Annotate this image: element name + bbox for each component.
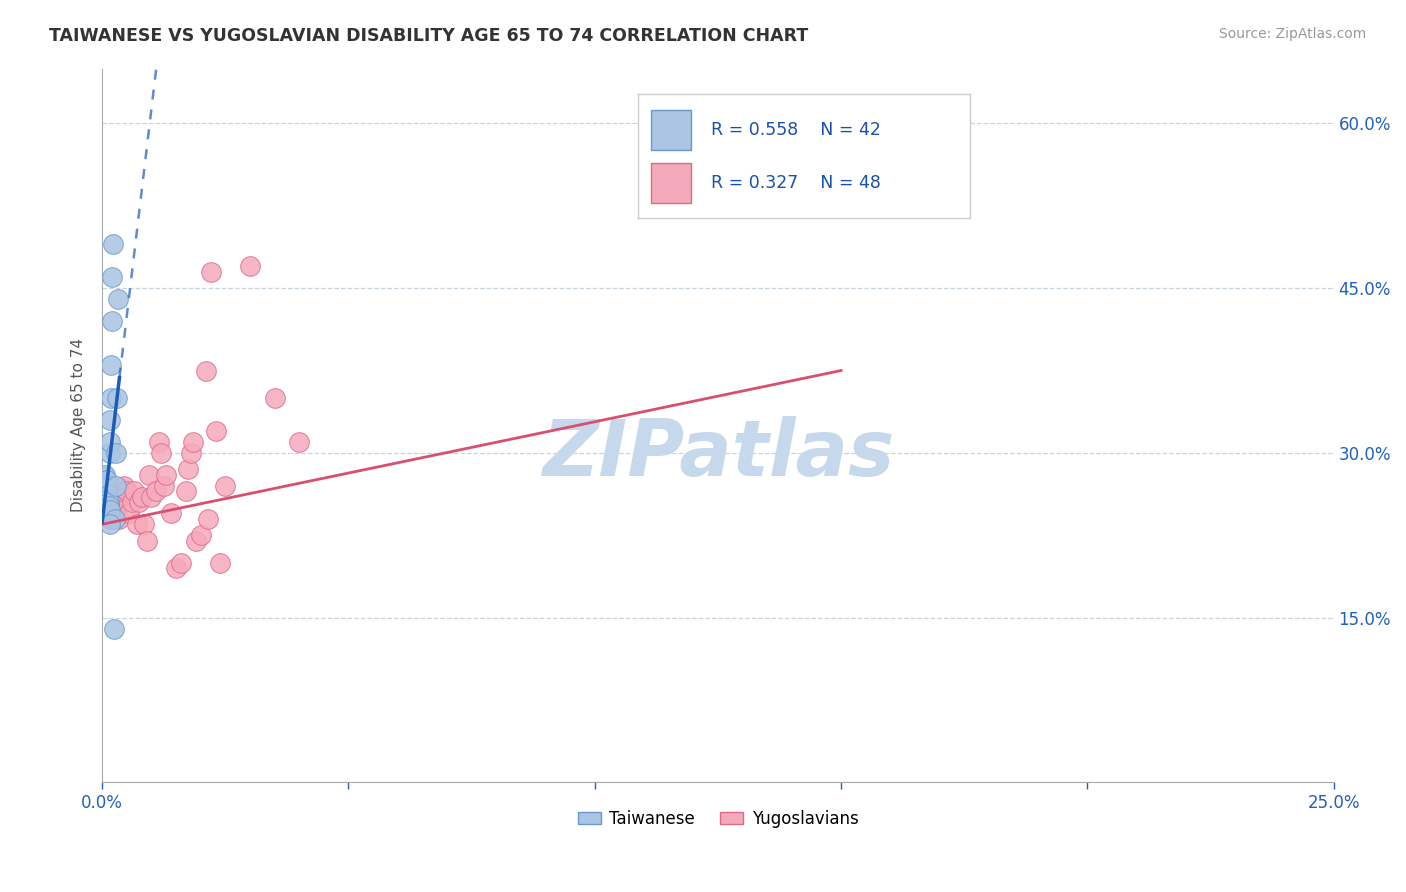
Point — [103, 506, 125, 520]
Point — [97, 479, 120, 493]
Point — [190, 528, 212, 542]
Point — [105, 495, 128, 509]
Point — [100, 314, 122, 328]
Point — [96, 486, 118, 500]
Point — [101, 270, 124, 285]
Point — [98, 499, 121, 513]
Point — [96, 474, 118, 488]
Y-axis label: Disability Age 65 to 74: Disability Age 65 to 74 — [72, 338, 86, 512]
Point — [155, 467, 177, 482]
Point — [145, 484, 167, 499]
Point — [108, 512, 131, 526]
Point — [197, 512, 219, 526]
Point — [194, 363, 217, 377]
Point — [239, 259, 262, 273]
Point — [101, 237, 124, 252]
Point — [93, 500, 115, 515]
Point — [97, 495, 120, 509]
Point — [112, 479, 135, 493]
Legend: Taiwanese, Yugoslavians: Taiwanese, Yugoslavians — [571, 804, 865, 835]
Point — [97, 499, 120, 513]
Point — [184, 533, 207, 548]
Point — [111, 484, 134, 499]
Text: TAIWANESE VS YUGOSLAVIAN DISABILITY AGE 65 TO 74 CORRELATION CHART: TAIWANESE VS YUGOSLAVIAN DISABILITY AGE … — [49, 27, 808, 45]
Point — [103, 506, 125, 520]
Point — [125, 517, 148, 532]
Point — [103, 622, 125, 636]
Point — [94, 484, 117, 499]
Point — [177, 462, 200, 476]
Point — [96, 495, 118, 509]
Point — [94, 484, 117, 499]
Point — [132, 517, 155, 532]
Point — [98, 413, 121, 427]
Point — [96, 490, 118, 504]
Point — [94, 490, 117, 504]
Point — [148, 434, 170, 449]
Point — [93, 474, 115, 488]
Point — [209, 556, 232, 570]
Point — [121, 495, 143, 509]
Point — [200, 265, 222, 279]
Point — [94, 476, 117, 491]
Point — [204, 424, 226, 438]
Point — [118, 506, 141, 520]
Point — [94, 490, 117, 504]
Point — [170, 556, 193, 570]
Point — [104, 479, 127, 493]
Point — [135, 533, 157, 548]
Point — [98, 503, 121, 517]
Point — [96, 481, 118, 495]
Text: Source: ZipAtlas.com: Source: ZipAtlas.com — [1219, 27, 1367, 41]
Text: ZIPatlas: ZIPatlas — [541, 416, 894, 492]
Point — [93, 479, 115, 493]
Point — [98, 517, 121, 532]
Point — [97, 500, 120, 515]
Point — [165, 561, 187, 575]
Point — [180, 446, 202, 460]
Point — [131, 490, 153, 504]
Point — [214, 479, 236, 493]
Point — [105, 446, 128, 460]
Point — [93, 467, 115, 482]
Point — [152, 479, 174, 493]
Point — [97, 491, 120, 506]
Point — [93, 484, 115, 499]
Point — [93, 470, 115, 484]
Point — [183, 434, 205, 449]
Point — [98, 446, 121, 460]
Point — [103, 512, 125, 526]
Point — [98, 503, 121, 517]
Point — [122, 484, 145, 499]
Point — [107, 292, 129, 306]
Point — [98, 512, 121, 526]
Point — [174, 484, 197, 499]
Point — [101, 490, 124, 504]
Point — [138, 467, 160, 482]
Point — [98, 434, 121, 449]
Point — [160, 506, 183, 520]
Point — [150, 446, 173, 460]
Point — [94, 481, 117, 495]
Point — [100, 495, 122, 509]
Point — [94, 479, 117, 493]
Point — [105, 500, 128, 515]
Point — [100, 391, 122, 405]
Point — [141, 490, 163, 504]
Point — [96, 488, 118, 502]
Point — [288, 434, 311, 449]
Point — [128, 495, 150, 509]
Point — [96, 491, 118, 506]
Point — [100, 358, 122, 372]
Point — [105, 391, 128, 405]
Point — [115, 484, 138, 499]
Point — [97, 488, 120, 502]
Point — [96, 484, 118, 499]
Point — [97, 495, 120, 509]
Point — [263, 391, 285, 405]
